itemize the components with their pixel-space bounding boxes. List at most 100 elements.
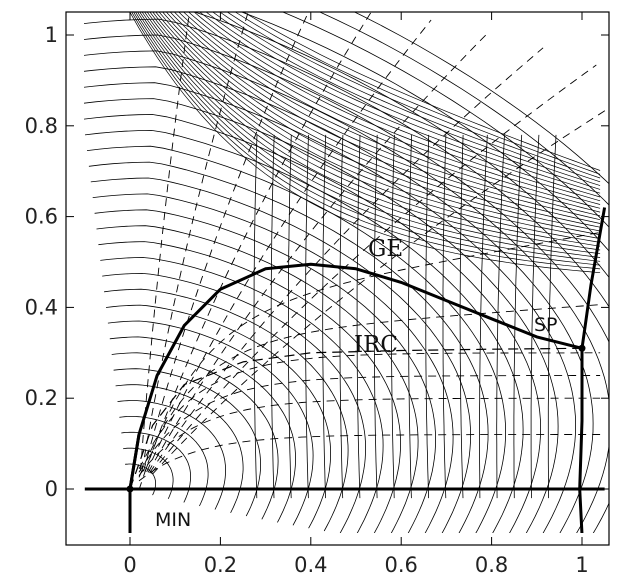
contour-line <box>253 134 258 499</box>
contour-line <box>107 320 314 526</box>
contour-line <box>137 12 601 258</box>
contour-line <box>205 12 601 190</box>
gradient-line <box>146 19 432 473</box>
label-ge: GE <box>368 236 403 262</box>
contour-line <box>84 34 609 533</box>
contour-line <box>459 134 464 499</box>
irc-curve <box>129 347 583 490</box>
contour-line <box>193 12 609 278</box>
contour-line <box>123 447 174 499</box>
contour-line <box>199 12 601 194</box>
contour-line <box>135 12 601 262</box>
gradient-line <box>144 12 372 472</box>
contour-line <box>105 304 332 529</box>
contour-line <box>226 12 601 179</box>
contour-line <box>547 134 557 499</box>
contour-line <box>92 193 454 533</box>
contour-line <box>100 257 384 533</box>
x-tick-label: 0.6 <box>384 553 417 577</box>
contour-line <box>84 114 542 533</box>
gradient-line <box>138 397 601 476</box>
x-tick-label: 0.2 <box>204 553 237 577</box>
contour-line <box>113 368 262 517</box>
contour-line <box>479 134 488 499</box>
contour-line <box>240 12 609 252</box>
left-separatrix <box>128 434 141 533</box>
reaction-paths <box>84 207 607 533</box>
contour-line <box>270 134 275 499</box>
contour-line <box>183 12 601 205</box>
stationary-point-sp <box>578 344 586 352</box>
y-tick-label: 0.4 <box>25 295 58 319</box>
y-tick-label: 0 <box>45 477 58 501</box>
contour-line <box>169 12 601 217</box>
contour-line <box>119 415 209 507</box>
contour-line <box>121 431 192 503</box>
label-min: MIN <box>155 509 191 531</box>
x-tick-label: 0.4 <box>294 553 327 577</box>
contour-line <box>356 134 361 499</box>
contour-line <box>88 161 489 533</box>
gradient-line <box>139 12 190 471</box>
contour-line <box>234 12 601 175</box>
gradient-line <box>138 231 601 490</box>
gradient-line <box>141 12 249 472</box>
gradient-line <box>138 304 601 478</box>
stationary-point-min <box>126 485 134 493</box>
contour-line <box>102 272 367 533</box>
contour-line <box>117 400 227 510</box>
contour-line <box>173 12 601 213</box>
gradient-line <box>149 47 544 474</box>
contour-line <box>84 66 594 533</box>
contour-line <box>152 12 601 236</box>
x-tick-label: 0.8 <box>475 553 508 577</box>
annotation-labels: GE IRC SP MIN <box>155 236 558 531</box>
contour-line <box>90 177 472 533</box>
contour-line <box>149 12 601 239</box>
x-tick-label: 0 <box>123 553 136 577</box>
contour-line <box>513 134 523 499</box>
contour-line <box>193 12 601 198</box>
plot-frame <box>65 11 610 546</box>
contour-line <box>219 12 601 183</box>
gradient-line <box>152 107 609 475</box>
x-tick-label: 1 <box>575 553 588 577</box>
contour-line <box>139 12 601 255</box>
contour-line <box>408 134 412 499</box>
contour-line <box>104 288 349 532</box>
contour-line <box>111 352 279 520</box>
y-tick-label: 0.2 <box>25 386 58 410</box>
contour-line <box>133 12 601 266</box>
contour-line <box>496 134 505 499</box>
contour-line <box>530 134 540 499</box>
label-sp: SP <box>534 314 558 336</box>
contour-line <box>129 12 601 274</box>
y-tick-label: 1 <box>45 23 58 47</box>
contour-line <box>212 12 601 186</box>
contour-line <box>115 384 244 513</box>
ge-curve <box>128 262 583 490</box>
contour-line <box>322 134 327 499</box>
label-irc: IRC <box>354 332 398 358</box>
gradient-line <box>138 434 601 482</box>
gradient-line <box>147 32 489 473</box>
contour-line <box>84 129 524 533</box>
contour-line <box>146 12 601 243</box>
right-separatrix <box>578 207 607 533</box>
contour-line <box>373 134 378 499</box>
contour-line <box>131 12 601 270</box>
contour-line <box>144 12 601 247</box>
contour-line <box>94 209 437 533</box>
contour-line <box>141 12 601 251</box>
gradient-line <box>138 352 601 470</box>
contour-line <box>109 336 297 523</box>
contour-line <box>178 12 601 209</box>
contour-line <box>339 134 344 499</box>
contour-line <box>243 12 601 171</box>
y-tick-label: 0.6 <box>25 205 58 229</box>
contour-line <box>390 134 395 499</box>
contour-line <box>84 50 609 533</box>
axis-ticks: 0 0.2 0.4 0.6 0.8 1 0 0.2 0.4 0.6 0.8 1 <box>25 12 609 577</box>
gradient-lines <box>138 12 609 490</box>
